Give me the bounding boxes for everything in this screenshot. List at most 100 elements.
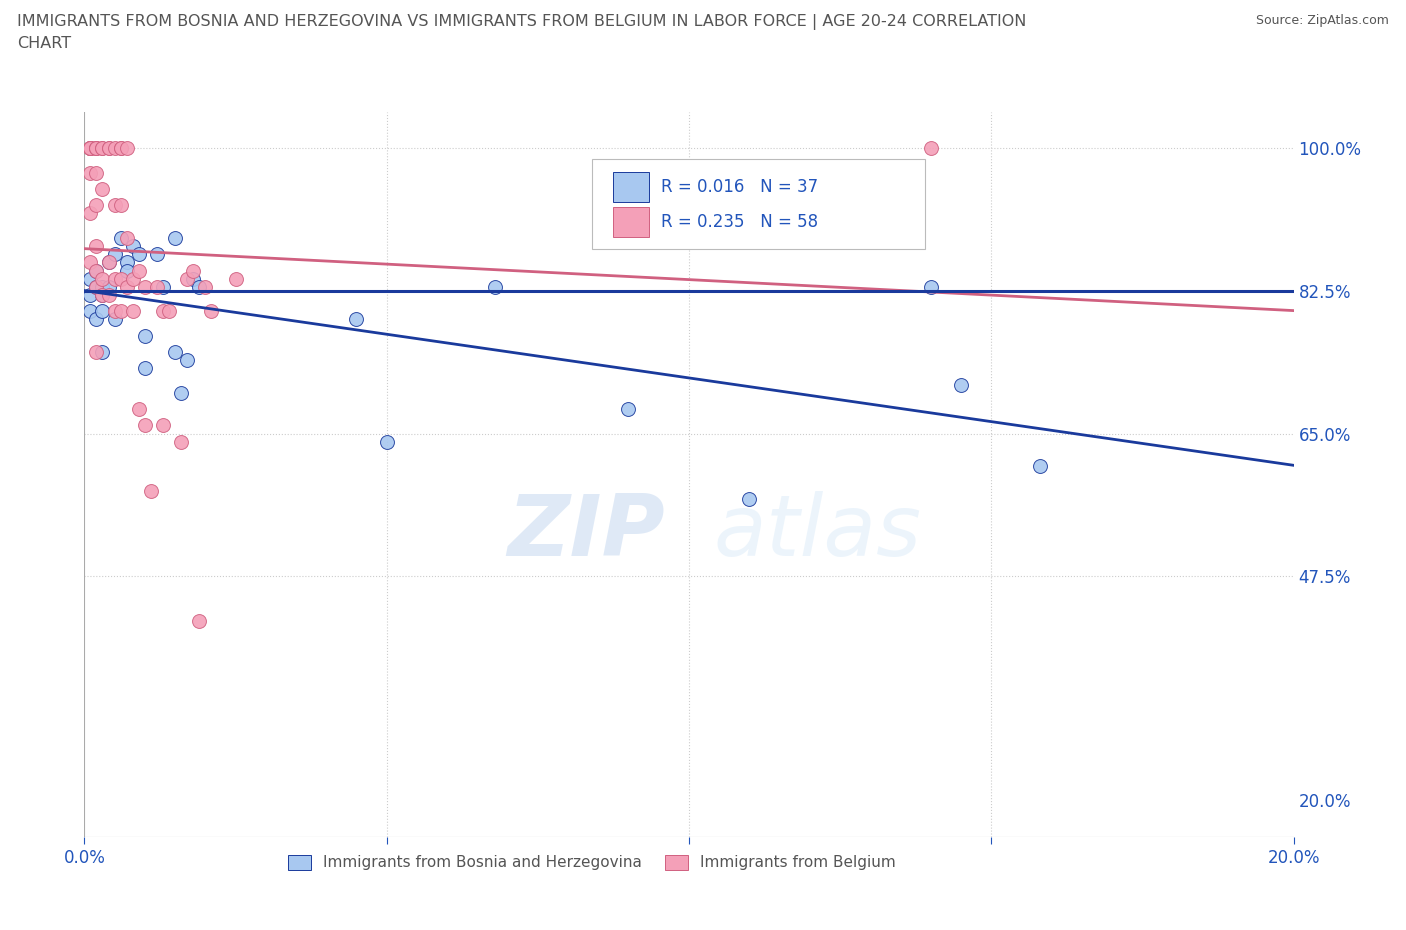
Point	[134, 328, 156, 343]
Point	[79, 166, 101, 180]
Point	[97, 287, 120, 302]
Point	[375, 434, 398, 449]
Point	[86, 279, 108, 294]
Point	[181, 263, 204, 278]
Point	[79, 255, 101, 270]
Point	[110, 231, 132, 246]
Point	[79, 140, 101, 155]
Point	[139, 484, 162, 498]
Point	[91, 287, 114, 302]
Point	[121, 239, 143, 254]
Point	[115, 279, 138, 294]
Point	[920, 279, 942, 294]
Point	[165, 231, 187, 246]
Point	[225, 272, 247, 286]
Point	[104, 198, 127, 213]
Point	[86, 345, 108, 360]
Point	[79, 272, 101, 286]
Point	[97, 255, 120, 270]
Point	[86, 198, 108, 213]
Point	[146, 279, 169, 294]
Point	[104, 312, 127, 326]
Point	[134, 279, 156, 294]
Point	[79, 140, 101, 155]
Point	[104, 272, 127, 286]
Point	[170, 385, 193, 400]
Legend: Immigrants from Bosnia and Herzegovina, Immigrants from Belgium: Immigrants from Bosnia and Herzegovina, …	[283, 849, 903, 876]
Point	[134, 418, 156, 432]
Point	[738, 491, 761, 506]
Text: atlas: atlas	[713, 491, 921, 574]
Point	[194, 279, 217, 294]
Point	[950, 378, 973, 392]
Point	[86, 263, 108, 278]
Point	[157, 304, 180, 319]
Point	[128, 402, 150, 417]
Point	[97, 140, 120, 155]
Point	[115, 263, 138, 278]
Point	[188, 614, 211, 629]
Point	[79, 206, 101, 221]
Point	[91, 345, 114, 360]
Point	[121, 304, 143, 319]
Point	[86, 140, 108, 155]
Point	[115, 255, 138, 270]
Point	[79, 140, 101, 155]
Point	[91, 181, 114, 196]
Point	[91, 287, 114, 302]
Bar	[613, 172, 650, 203]
Point	[91, 272, 114, 286]
Point	[110, 304, 132, 319]
Point	[79, 140, 101, 155]
Point	[79, 140, 101, 155]
Point	[128, 246, 150, 261]
Point	[86, 263, 108, 278]
Point	[134, 361, 156, 376]
Point	[176, 352, 198, 367]
Point	[110, 140, 132, 155]
Text: ZIP: ZIP	[508, 491, 665, 574]
Point	[91, 304, 114, 319]
Point	[128, 263, 150, 278]
Point	[200, 304, 222, 319]
Point	[152, 304, 174, 319]
Point	[346, 312, 368, 326]
Point	[152, 418, 174, 432]
Point	[115, 231, 138, 246]
Point	[115, 140, 138, 155]
Point	[91, 279, 114, 294]
Point	[170, 434, 193, 449]
Bar	[613, 206, 650, 237]
Point	[110, 198, 132, 213]
Text: R = 0.235   N = 58: R = 0.235 N = 58	[661, 213, 818, 231]
Point	[188, 279, 211, 294]
FancyBboxPatch shape	[592, 159, 925, 249]
Point	[165, 345, 187, 360]
Point	[86, 239, 108, 254]
Point	[146, 246, 169, 261]
Point	[97, 140, 120, 155]
Point	[121, 272, 143, 286]
Point	[86, 140, 108, 155]
Point	[104, 246, 127, 261]
Text: R = 0.016   N = 37: R = 0.016 N = 37	[661, 178, 818, 196]
Text: IMMIGRANTS FROM BOSNIA AND HERZEGOVINA VS IMMIGRANTS FROM BELGIUM IN LABOR FORCE: IMMIGRANTS FROM BOSNIA AND HERZEGOVINA V…	[17, 14, 1026, 51]
Text: Source: ZipAtlas.com: Source: ZipAtlas.com	[1256, 14, 1389, 27]
Point	[86, 166, 108, 180]
Point	[97, 279, 120, 294]
Point	[91, 140, 114, 155]
Point	[86, 279, 108, 294]
Point	[79, 304, 101, 319]
Point	[181, 272, 204, 286]
Point	[79, 287, 101, 302]
Point	[91, 140, 114, 155]
Point	[484, 279, 506, 294]
Point	[104, 304, 127, 319]
Point	[152, 279, 174, 294]
Point	[617, 402, 640, 417]
Point	[79, 140, 101, 155]
Point	[176, 272, 198, 286]
Point	[97, 255, 120, 270]
Point	[110, 272, 132, 286]
Point	[86, 140, 108, 155]
